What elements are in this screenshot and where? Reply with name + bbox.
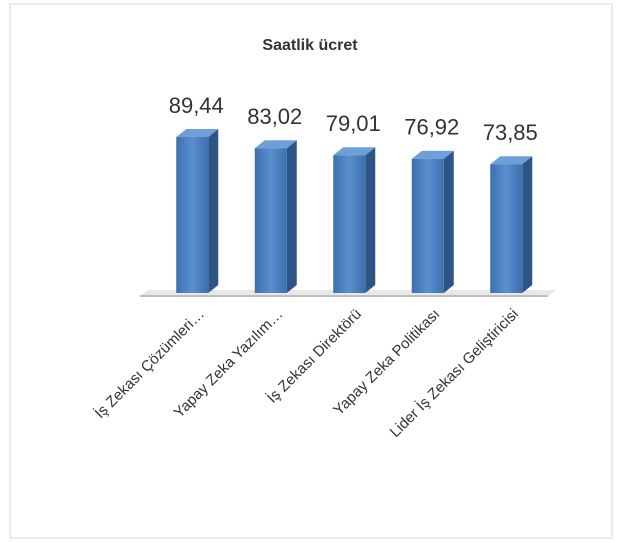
bar-top (254, 140, 297, 149)
x-tick-label: Lider İş Zekası Geliştiricisi (386, 305, 522, 441)
value-label: 79,01 (326, 111, 381, 136)
value-label: 76,92 (404, 115, 459, 140)
chart-border (9, 3, 613, 539)
chart-title: Saatlik ücret (262, 37, 358, 54)
bar-front (490, 164, 523, 293)
bar (254, 140, 297, 293)
bar-top (490, 156, 533, 165)
value-label: 83,02 (247, 104, 302, 129)
bar-side (443, 150, 454, 293)
bar-front (254, 148, 287, 293)
value-label: 73,85 (483, 120, 538, 145)
bar-side (208, 129, 219, 293)
bar-top (176, 129, 219, 138)
bar (490, 156, 533, 293)
bar-side (522, 156, 533, 293)
bar-top (333, 147, 376, 156)
bar-front (411, 158, 444, 293)
bar-top (411, 150, 454, 159)
bar (176, 129, 219, 293)
bar (411, 150, 454, 293)
value-label: 89,44 (169, 93, 224, 118)
bar-front (333, 155, 366, 293)
bar-side (365, 147, 376, 293)
bar-side (286, 140, 297, 293)
bar-front (176, 137, 209, 293)
bar (333, 147, 376, 293)
